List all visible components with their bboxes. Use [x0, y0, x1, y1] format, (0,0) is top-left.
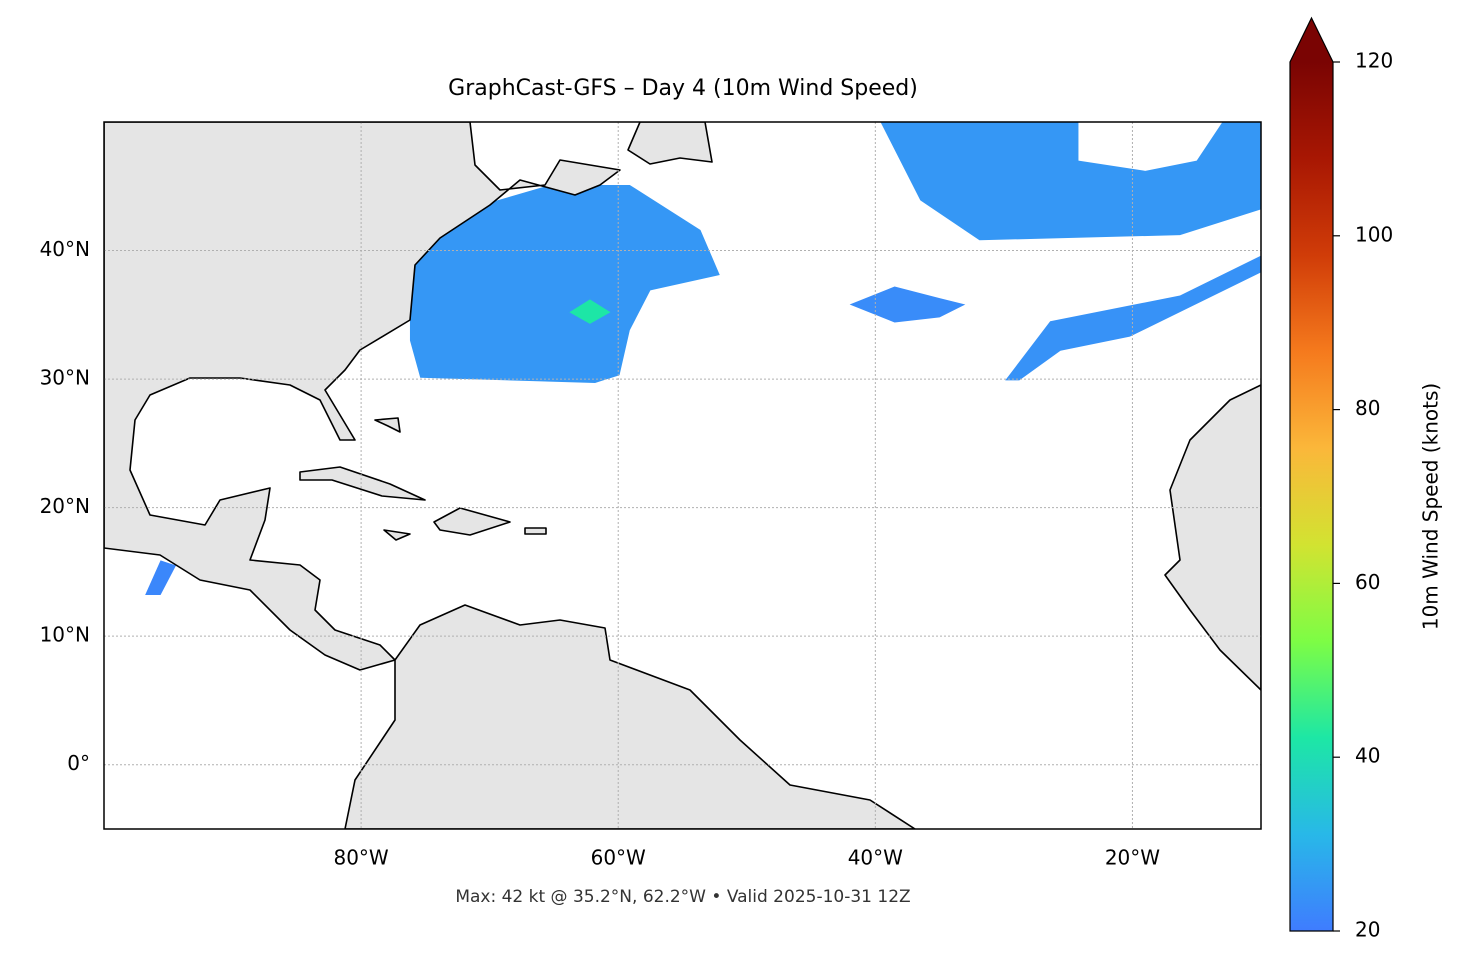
- colorbar-tick-label: 40: [1355, 744, 1380, 768]
- wind-area: [880, 122, 1261, 241]
- wind-area: [849, 286, 966, 323]
- y-tick-label: 40°N: [40, 237, 90, 261]
- wind-area: [409, 184, 720, 383]
- x-tick-label: 60°W: [591, 846, 646, 870]
- north-america: [104, 122, 621, 671]
- puerto-rico: [524, 527, 547, 535]
- wind-area: [569, 299, 611, 324]
- colorbar: 20 40 60 80 100 120 10m Wind Speed (knots): [1289, 16, 1443, 942]
- x-tick-label: 20°W: [1105, 846, 1160, 870]
- wind-layer: [145, 122, 1261, 596]
- africa: [1164, 384, 1261, 691]
- wind-area: [145, 560, 176, 596]
- x-tick-label: 80°W: [333, 846, 388, 870]
- colorbar-tick-label: 100: [1355, 222, 1393, 246]
- colorbar-tick-label: 20: [1355, 918, 1380, 942]
- wind-area: [1005, 255, 1261, 381]
- footnote: Max: 42 kt @ 35.2°N, 62.2°W • Valid 2025…: [455, 887, 910, 907]
- colorbar-tick-label: 60: [1355, 570, 1380, 594]
- bahamas: [374, 417, 401, 433]
- cuba: [299, 466, 426, 501]
- y-tick-label: 30°N: [40, 366, 90, 390]
- newfoundland: [627, 122, 713, 165]
- chart-title: GraphCast-GFS – Day 4 (10m Wind Speed): [448, 76, 918, 101]
- hispaniola: [433, 507, 511, 536]
- colorbar-outline: [1289, 16, 1334, 932]
- y-tick-label: 20°N: [40, 494, 90, 518]
- map: [104, 122, 1261, 829]
- colorbar-tick-label: 80: [1355, 396, 1380, 420]
- colorbar-tick-label: 120: [1355, 49, 1393, 73]
- colorbar-fill: [1290, 62, 1333, 931]
- graticule: [104, 122, 1261, 829]
- x-tick-label: 40°W: [848, 846, 903, 870]
- jamaica: [383, 529, 411, 541]
- colorbar-extend: [1290, 18, 1333, 62]
- y-tick-label: 10°N: [40, 623, 90, 647]
- map-frame: [103, 121, 1262, 830]
- south-america: [344, 604, 916, 829]
- land: [104, 122, 1261, 829]
- colorbar-label: 10m Wind Speed (knots): [1419, 383, 1443, 630]
- y-tick-label: 0°: [67, 751, 90, 775]
